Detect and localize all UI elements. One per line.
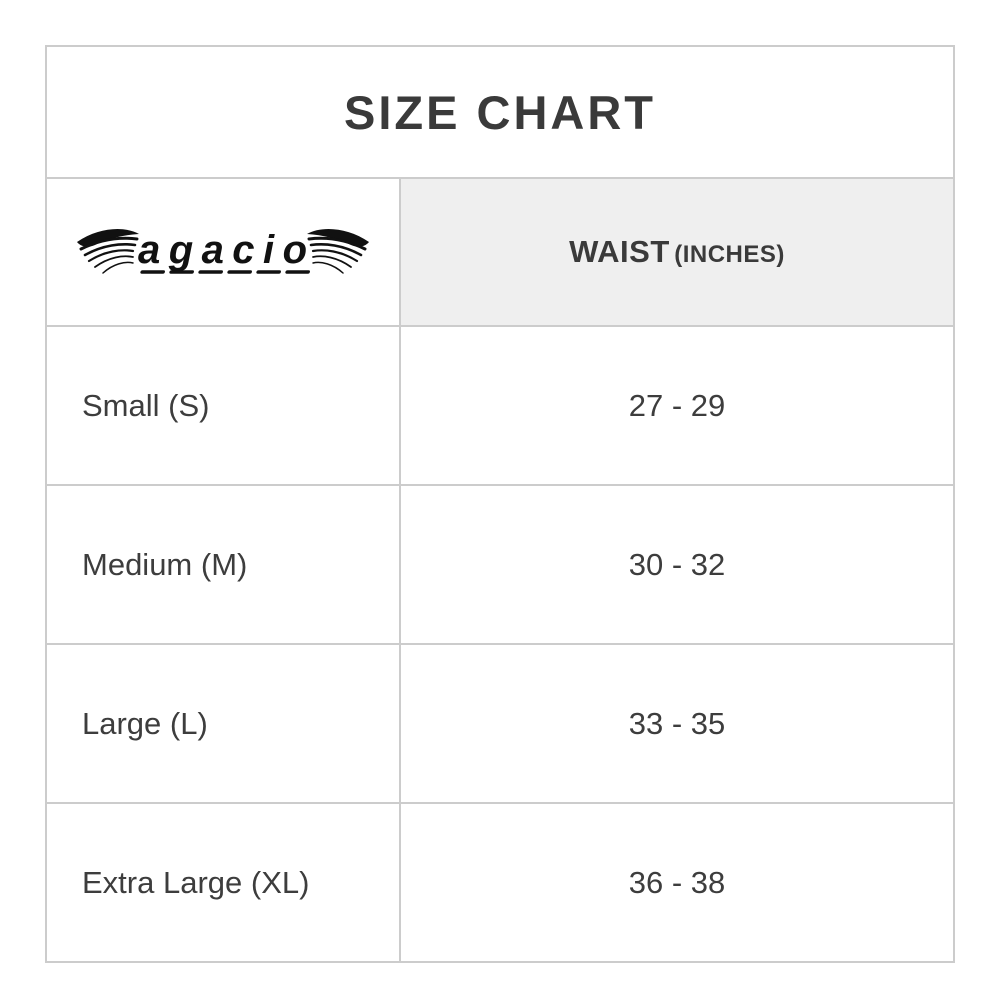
header-row: agacio WAIST (INCHES)	[45, 177, 955, 327]
waist-value-xlarge: 36 - 38	[399, 802, 955, 963]
size-label-large: Large (L)	[45, 643, 401, 804]
right-wing-icon	[307, 229, 369, 274]
table-row: Small (S) 27 - 29	[45, 325, 955, 486]
page-title: SIZE CHART	[344, 85, 656, 139]
brand-logo-cell: agacio	[45, 177, 401, 327]
waist-value-medium: 30 - 32	[399, 484, 955, 645]
waist-header-cell: WAIST (INCHES)	[399, 177, 955, 327]
title-cell: SIZE CHART	[45, 45, 955, 179]
waist-value-large: 33 - 35	[399, 643, 955, 804]
size-chart: SIZE CHART	[45, 45, 955, 963]
left-wing-icon	[77, 229, 139, 274]
waist-value-small: 27 - 29	[399, 325, 955, 486]
waist-unit-label: (INCHES)	[674, 241, 785, 268]
size-label-xlarge: Extra Large (XL)	[45, 802, 401, 963]
table-row: Medium (M) 30 - 32	[45, 484, 955, 645]
logo-text: agacio	[138, 228, 308, 272]
table-row: Large (L) 33 - 35	[45, 643, 955, 804]
size-label-medium: Medium (M)	[45, 484, 401, 645]
size-chart-table: SIZE CHART	[45, 45, 955, 963]
title-row: SIZE CHART	[45, 45, 955, 179]
waist-column-header: WAIST	[569, 234, 670, 269]
agacio-wings-logo: agacio	[77, 228, 369, 274]
size-label-small: Small (S)	[45, 325, 401, 486]
table-row: Extra Large (XL) 36 - 38	[45, 802, 955, 963]
